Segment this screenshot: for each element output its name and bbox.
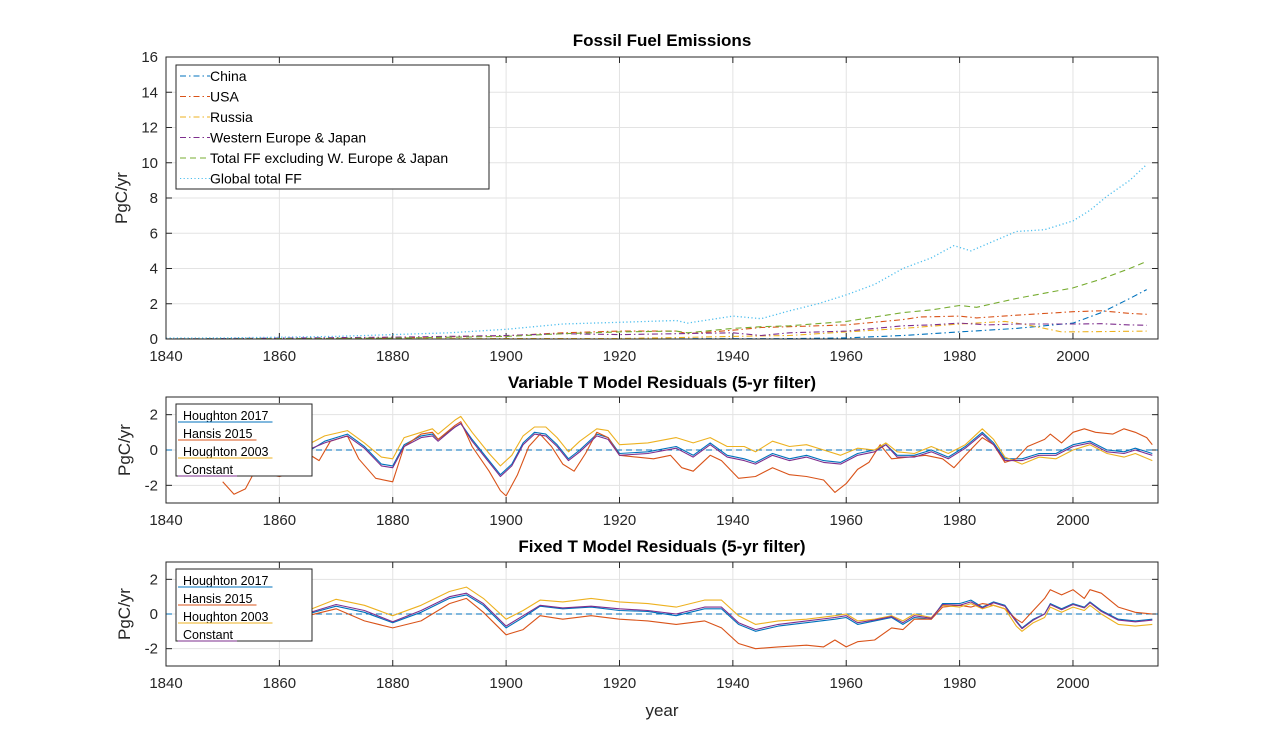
y-tick-label: -2	[145, 477, 158, 494]
x-tick-label: 1860	[263, 675, 296, 692]
x-tick-label: 1940	[716, 348, 749, 365]
y-axis-label: PgC/yr	[112, 172, 131, 224]
x-tick-label: 1900	[489, 348, 522, 365]
legend-label: Houghton 2017	[183, 574, 269, 588]
legend-label: Russia	[210, 109, 253, 125]
legend: Houghton 2017 Hansis 2015 Houghton 2003 Con…	[175, 568, 313, 642]
legend-label: Constant	[183, 628, 234, 642]
x-tick-label: 1920	[603, 512, 636, 529]
legend: China USA Russia Western Europe & Japan Tota…	[175, 64, 490, 190]
y-tick-label: 0	[150, 606, 158, 623]
x-tick-label: 1900	[489, 512, 522, 529]
y-tick-label: 0	[150, 442, 158, 459]
y-tick-label: 0	[150, 331, 158, 348]
legend-label: Total FF excluding W. Europe & Japan	[210, 150, 448, 166]
x-tick-label: 1860	[263, 348, 296, 365]
x-tick-label: 1880	[376, 675, 409, 692]
x-tick-label: 1920	[603, 675, 636, 692]
x-tick-label: 2000	[1056, 675, 1089, 692]
chart-title: Fossil Fuel Emissions	[573, 31, 752, 50]
series-line-total-ff-excluding-w-europe-japan	[166, 260, 1147, 339]
x-tick-label: 1960	[830, 348, 863, 365]
x-tick-label: 2000	[1056, 512, 1089, 529]
series-line-constant	[307, 592, 1153, 631]
series-group	[166, 415, 1158, 497]
legend-label: Houghton 2003	[183, 610, 269, 624]
x-tick-label: 1840	[149, 348, 182, 365]
x-tick-label: 1840	[149, 512, 182, 529]
x-tick-label: 1900	[489, 675, 522, 692]
axes-box	[165, 56, 1159, 340]
y-tick-label: -2	[145, 641, 158, 658]
x-tick-label: 1940	[716, 675, 749, 692]
chart-title: Fixed T Model Residuals (5-yr filter)	[518, 537, 805, 556]
axes-box	[165, 396, 1159, 504]
y-axis-label: PgC/yr	[115, 588, 134, 640]
legend-label: China	[210, 68, 247, 84]
x-tick-label: 1980	[943, 675, 976, 692]
y-tick-label: 14	[141, 84, 158, 101]
series-line-western-europe-japan	[166, 322, 1147, 339]
chart-panel-2: 1840 1860 1880 1900 1920 1940 1960 1980 2000 -2 0 2…	[115, 373, 1159, 529]
chart-title: Variable T Model Residuals (5-yr filter)	[508, 373, 816, 392]
x-tick-label: 1920	[603, 348, 636, 365]
axes-box	[165, 561, 1159, 667]
series-line-houghton-2003	[307, 415, 1153, 467]
x-tick-label: 1980	[943, 348, 976, 365]
x-tick-label: 1860	[263, 512, 296, 529]
y-tick-label: 16	[141, 49, 158, 66]
chart-panel-3: 1840 1860 1880 1900 1920 1940 1960 1980 2000 -2 0 2…	[115, 537, 1159, 720]
y-tick-label: 6	[150, 225, 158, 242]
series-line-hansis-2015	[307, 589, 1153, 650]
y-tick-label: 12	[141, 120, 158, 137]
legend: Houghton 2017 Hansis 2015 Houghton 2003 Con…	[175, 403, 313, 477]
series-line-constant	[307, 422, 1153, 478]
series-line-usa	[166, 310, 1147, 339]
legend-label: Global total FF	[210, 171, 302, 187]
legend-label: Constant	[183, 463, 234, 477]
series-group	[166, 586, 1158, 650]
legend-label: Houghton 2003	[183, 445, 269, 459]
legend-label: Western Europe & Japan	[210, 130, 366, 146]
y-tick-label: 8	[150, 190, 158, 207]
series-line-houghton-2003	[307, 586, 1153, 632]
legend-box	[175, 64, 490, 190]
y-tick-label: 2	[150, 571, 158, 588]
x-tick-label: 1960	[830, 512, 863, 529]
x-tick-label: 2000	[1056, 348, 1089, 365]
legend-label: Hansis 2015	[183, 427, 253, 441]
y-tick-label: 2	[150, 296, 158, 313]
legend-label: USA	[210, 89, 239, 105]
y-tick-label: 4	[150, 261, 158, 278]
x-tick-label: 1840	[149, 675, 182, 692]
x-axis-label: year	[645, 701, 678, 720]
x-tick-label: 1980	[943, 512, 976, 529]
legend-label: Hansis 2015	[183, 592, 253, 606]
legend-label: Houghton 2017	[183, 409, 269, 423]
series-line-russia	[166, 320, 1147, 339]
x-tick-label: 1940	[716, 512, 749, 529]
x-tick-label: 1960	[830, 675, 863, 692]
chart-panel-1: 1840 1860 1880 1900 1920 1940 1960 1980 2000 0 2 4 6…	[112, 31, 1159, 365]
x-tick-label: 1880	[376, 512, 409, 529]
y-tick-label: 2	[150, 407, 158, 424]
y-tick-label: 10	[141, 155, 158, 172]
series-line-hansis-2015	[222, 421, 1153, 497]
series-line-houghton-2017	[307, 594, 1153, 632]
y-axis-label: PgC/yr	[115, 424, 134, 476]
x-tick-label: 1880	[376, 348, 409, 365]
